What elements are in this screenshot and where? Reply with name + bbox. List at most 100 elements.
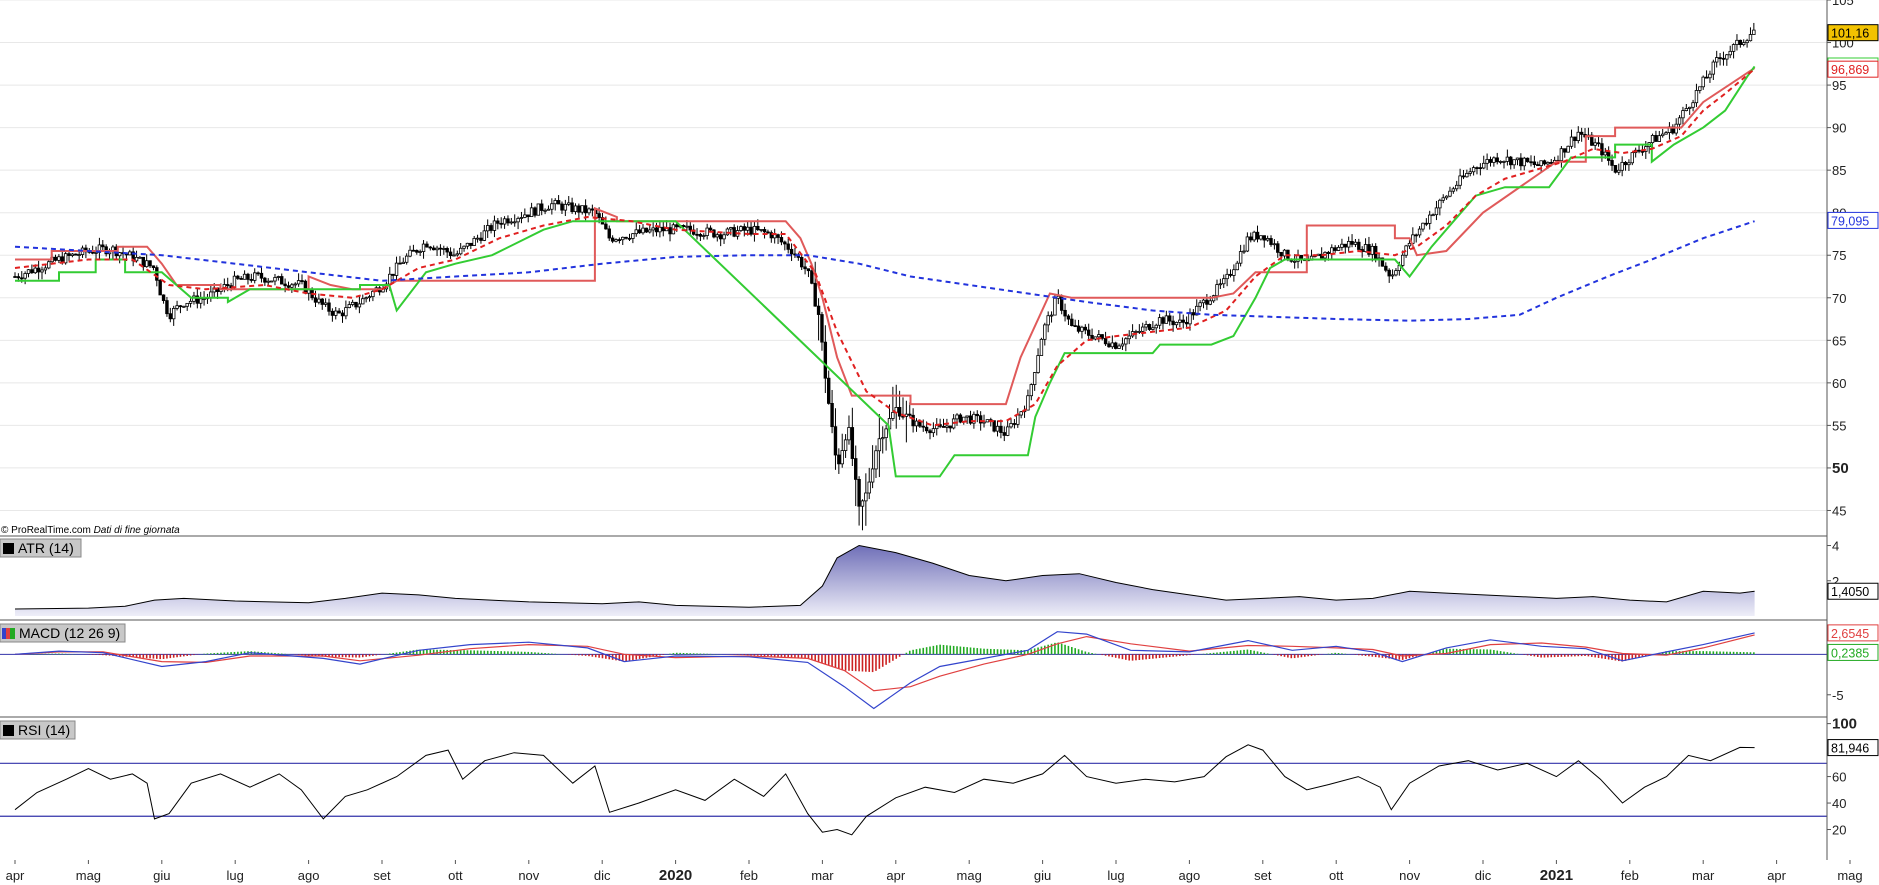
candle-body — [1272, 243, 1277, 246]
candle-body — [1502, 160, 1506, 163]
candle-body — [1144, 324, 1148, 328]
candle-body — [978, 415, 983, 424]
candle-body — [371, 290, 375, 298]
candle-body — [513, 221, 517, 224]
candle-body — [553, 200, 557, 205]
candle-body — [168, 313, 173, 320]
candle-body — [1053, 297, 1057, 316]
atr-label-text: ATR (14) — [18, 540, 74, 556]
candle-body — [519, 217, 524, 219]
macd-tag-macd-bg — [1827, 624, 1879, 642]
candle-body — [313, 297, 318, 303]
candle-body — [1346, 241, 1351, 248]
candle-body — [1205, 299, 1209, 305]
candle-body — [340, 312, 345, 317]
candle-body — [1752, 29, 1756, 35]
candle-body — [820, 314, 824, 343]
candle-body — [536, 203, 541, 216]
candle-body — [489, 225, 493, 231]
candle-body — [415, 249, 419, 253]
plot-layer — [0, 22, 1827, 836]
candle-body — [921, 425, 925, 428]
candle-body — [759, 229, 763, 231]
candle-body — [134, 256, 139, 262]
candle-body — [911, 414, 915, 427]
candle-body — [347, 304, 351, 309]
candle-body — [560, 203, 564, 211]
candle-body — [290, 284, 294, 288]
candle-body — [1434, 207, 1439, 216]
candle-body — [786, 243, 790, 250]
candle-body — [779, 237, 784, 243]
price-y-tick-label: 70 — [1832, 291, 1846, 306]
candle-body — [1512, 159, 1516, 166]
candle-body — [185, 302, 189, 307]
candle-body — [67, 253, 71, 256]
candle-body — [658, 226, 662, 233]
candle-body — [94, 252, 98, 254]
candle-body — [425, 243, 429, 248]
rsi-legend-swatch — [3, 725, 14, 736]
candle-body — [1637, 149, 1641, 152]
candle-body — [1225, 273, 1229, 280]
candle-body — [877, 438, 882, 452]
candle-body — [175, 305, 179, 309]
candle-body — [1326, 251, 1331, 254]
candle-body — [1228, 273, 1233, 276]
candle-body — [148, 260, 152, 267]
candle-body — [783, 241, 787, 245]
candle-body — [516, 217, 520, 223]
tag-layer: 101,1697,24396,86979,0951,40502,65450,23… — [1827, 24, 1879, 757]
candle-body — [891, 411, 895, 419]
candle-body — [570, 202, 574, 213]
macd-label-text: MACD (12 26 9) — [19, 625, 120, 641]
candle-body — [958, 414, 963, 423]
candle-body — [1431, 214, 1435, 217]
candle-body — [860, 500, 865, 507]
candle-body — [1455, 184, 1459, 190]
candle-body — [236, 275, 240, 279]
candle-body — [945, 425, 949, 428]
candle-body — [1728, 50, 1732, 56]
candle-body — [1387, 269, 1391, 277]
candle-body — [506, 218, 510, 224]
candle-body — [1559, 148, 1564, 161]
candle-body — [469, 242, 473, 246]
candle-body — [529, 207, 534, 218]
candle-body — [540, 203, 544, 211]
candle-body — [1127, 335, 1131, 340]
candle-body — [965, 415, 969, 418]
x-tick-label: ott — [1329, 868, 1344, 883]
candle-body — [344, 307, 348, 317]
candle-body — [1617, 169, 1621, 173]
macd-panel-label: MACD (12 26 9) — [0, 623, 126, 643]
candle-body — [1468, 171, 1472, 174]
candle-body — [1114, 342, 1118, 349]
macd-tag-hist: 0,2385 — [1831, 646, 1869, 660]
candle-body — [1238, 251, 1243, 264]
candle-body — [361, 298, 365, 305]
candle-body — [1073, 325, 1077, 328]
candle-body — [1154, 324, 1158, 329]
candle-body — [1414, 234, 1418, 237]
candle-body — [1086, 329, 1091, 336]
rsi-label-text: RSI (14) — [18, 722, 70, 738]
candle-body — [1039, 338, 1044, 356]
candle-body — [1421, 222, 1425, 230]
candle-body — [1542, 160, 1547, 165]
candle-body — [1441, 197, 1445, 201]
candle-body — [465, 242, 470, 247]
candle-body — [772, 234, 777, 239]
candle-body — [1735, 39, 1739, 45]
candle-body — [499, 222, 503, 225]
candle-body — [1245, 236, 1250, 252]
candle-body — [668, 227, 672, 235]
candle-body — [698, 234, 703, 237]
candle-body — [546, 208, 551, 211]
candle-body — [1694, 90, 1699, 104]
candle-body — [881, 437, 885, 440]
candle-body — [1242, 250, 1246, 253]
price-tag-upper-bg — [1827, 60, 1879, 78]
candle-body — [816, 305, 821, 315]
candle-body — [1394, 270, 1398, 276]
